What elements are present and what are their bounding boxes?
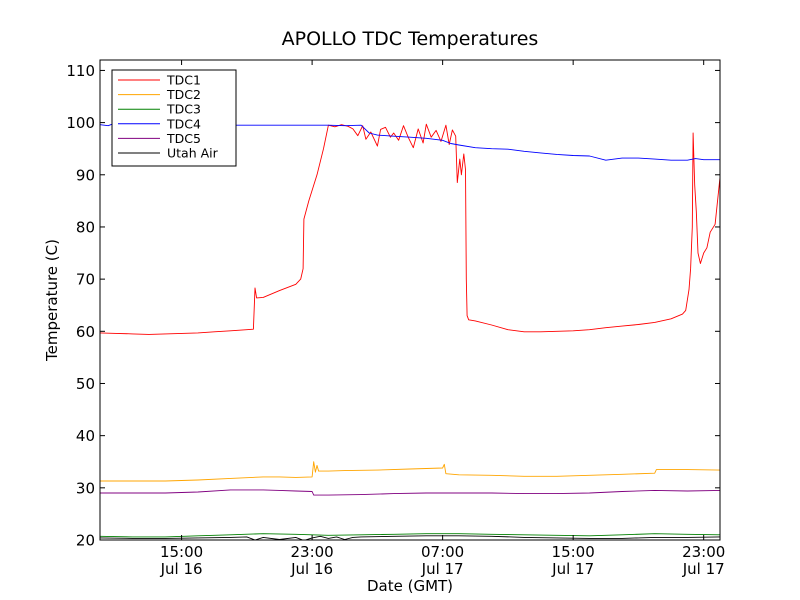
chart-title: APOLLO TDC Temperatures xyxy=(282,28,539,50)
x-tick-label-time: 23:00 xyxy=(682,543,725,561)
series-line-utah-air xyxy=(100,535,720,540)
series-line-tdc1 xyxy=(100,123,720,335)
x-tick-label-time: 15:00 xyxy=(552,543,595,561)
y-axis-label: Temperature (C) xyxy=(43,239,61,362)
x-axis-label: Date (GMT) xyxy=(367,577,453,595)
legend-label: Utah Air xyxy=(167,146,219,161)
y-tick-label: 90 xyxy=(76,166,95,184)
y-tick-label: 60 xyxy=(76,323,95,341)
y-tick-label: 40 xyxy=(76,427,95,445)
y-tick-label: 50 xyxy=(76,375,95,393)
y-tick-label: 30 xyxy=(76,479,95,497)
y-tick-label: 80 xyxy=(76,218,95,236)
series-line-tdc3 xyxy=(100,533,720,538)
x-tick-label-time: 23:00 xyxy=(290,543,333,561)
legend-label: TDC2 xyxy=(166,87,201,102)
series-line-tdc2 xyxy=(100,461,720,482)
y-tick-label: 100 xyxy=(66,114,95,132)
x-tick-label-date: Jul 17 xyxy=(682,560,725,578)
x-tick-label-date: Jul 17 xyxy=(421,560,464,578)
x-tick-label-date: Jul 16 xyxy=(290,560,333,578)
plot-frame xyxy=(99,59,721,541)
y-tick-label: 70 xyxy=(76,271,95,289)
y-tick-label: 110 xyxy=(66,62,95,80)
x-tick-label-time: 15:00 xyxy=(160,543,203,561)
legend-label: TDC4 xyxy=(166,116,201,131)
x-tick-label-date: Jul 17 xyxy=(551,560,594,578)
legend-box xyxy=(111,69,237,167)
x-tick-label-time: 07:00 xyxy=(421,543,464,561)
series-line-tdc5 xyxy=(100,489,720,496)
x-tick-label-date: Jul 16 xyxy=(160,560,203,578)
y-tick-label: 20 xyxy=(76,532,95,550)
legend-label: TDC1 xyxy=(166,73,201,88)
legend-label: TDC5 xyxy=(166,131,201,146)
legend-label: TDC3 xyxy=(166,102,201,117)
